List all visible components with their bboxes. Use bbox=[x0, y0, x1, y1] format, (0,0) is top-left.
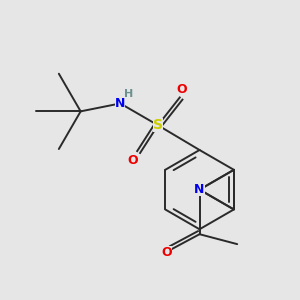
Text: N: N bbox=[115, 97, 125, 110]
Text: N: N bbox=[194, 183, 205, 196]
Text: S: S bbox=[153, 118, 163, 132]
Text: O: O bbox=[128, 154, 139, 167]
Text: O: O bbox=[161, 245, 172, 259]
Text: O: O bbox=[176, 83, 187, 96]
Text: H: H bbox=[124, 88, 133, 98]
